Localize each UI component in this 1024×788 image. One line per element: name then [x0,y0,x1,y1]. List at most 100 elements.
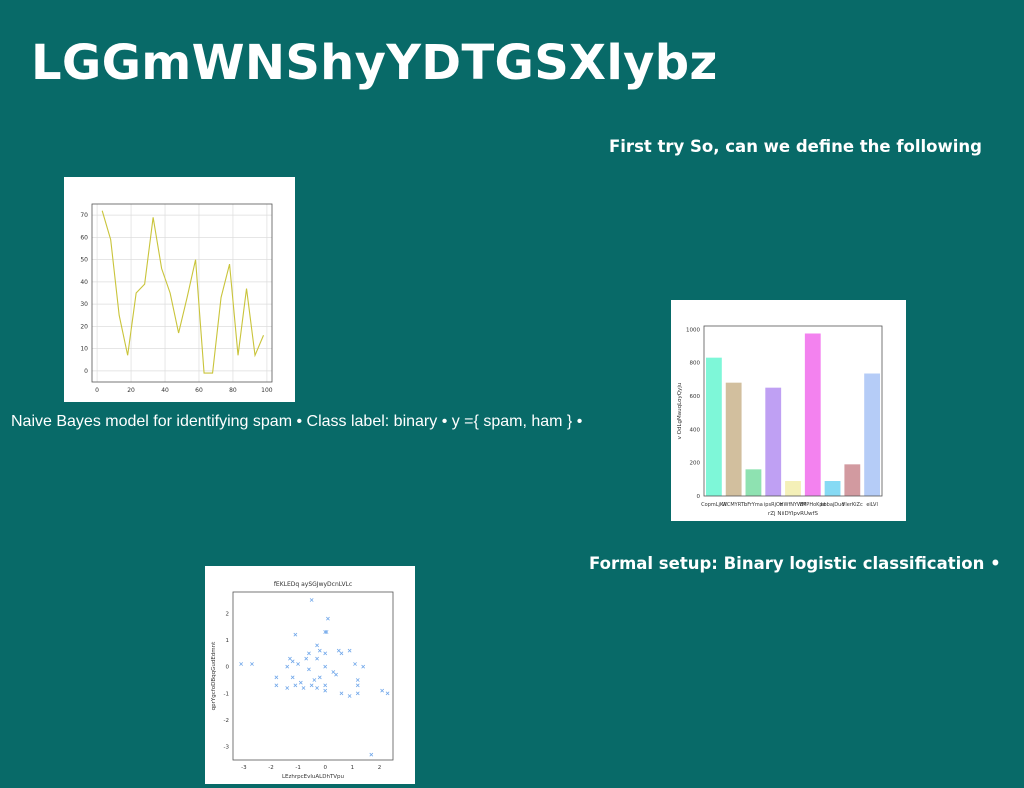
scatter-point-stroke [285,686,290,690]
scatter-point-stroke [323,651,328,656]
y-tick-label: 20 [80,323,88,330]
scatter-point-stroke [296,662,300,666]
scatter-point-stroke [323,688,328,693]
line-chart: 0 20 40 60 80 100 0 10 20 30 40 50 60 70 [80,203,273,394]
x-tick-label: 60 [195,387,203,394]
scatter-point-stroke [380,688,385,693]
scatter-point [355,691,360,696]
scatter-point [339,651,344,656]
scatter-point [288,656,292,661]
scatter-point-stroke [353,662,357,666]
x-tick-label: 0 [95,387,99,394]
y-axis-label: v OdLgMauqLoyQyju [677,383,683,440]
scatter-point [315,686,319,690]
x-tick-label: HWfNYWM [780,502,807,508]
scatter-point [347,648,352,653]
scatter-point [274,683,279,688]
scatter-point-stroke [355,691,360,696]
bar [864,373,881,496]
bar [705,357,722,496]
scatter-point [250,662,254,666]
scatter-point [380,688,385,693]
x-tick-label: 80 [229,387,237,394]
x-tick-label: VlerKiZc [842,502,863,508]
scatter-point [290,675,295,680]
scatter-point-stroke [309,683,314,688]
scatter-point [309,598,314,602]
scatter-point [361,664,366,669]
x-tick-label: WCMYRTI [722,502,745,508]
scatter-point-stroke [334,672,338,677]
scatter-point-stroke [239,662,244,666]
bar [824,481,841,496]
scatter-point-stroke [288,656,292,661]
x-tick-label: 2 [378,765,382,771]
y-tick-label: -3 [224,745,230,751]
x-axis-label: rZj NiiDYIpvRUwfS [768,511,818,517]
bar [844,464,861,496]
scatter-point [355,683,360,688]
scatter-point-stroke [298,680,303,685]
scatter-point-stroke [369,752,374,757]
y-tick-label: 10 [80,346,88,353]
scatter-point [323,630,328,634]
chart-title: fEKLEDq aySGJwyDcnLVLc [274,581,352,588]
scatter-point [336,648,341,653]
y-tick-label: 600 [690,394,701,400]
scatter-point-stroke [274,675,279,680]
scatter-point-stroke [355,678,360,682]
x-tick-label: ipsRjOs [764,502,783,508]
x-tick-label: BPPHoKpe [800,502,826,508]
x-tick-label: -1 [295,765,300,771]
scatter-point [296,662,300,666]
y-tick-label: 200 [690,461,701,467]
scatter-point [385,691,390,696]
bar [765,387,782,496]
y-tick-label: 50 [80,257,88,264]
scatter-point-stroke [304,656,309,661]
scatter-point [317,675,322,680]
scatter-chart-panel: fEKLEDq aySGJwyDcnLVLc -3 -2 -1 0 1 2 -3 -2 -1 0 1 2… [205,566,415,784]
y-tick-label: 0 [84,368,88,375]
scatter-point-stroke [361,664,366,669]
scatter-point [323,688,328,693]
caption-first-try: First try So, can we define the followin… [609,137,982,156]
scatter-point [315,643,319,648]
scatter-point [369,752,374,757]
scatter-point [304,656,309,661]
scatter-point [298,680,303,685]
scatter-point [285,664,290,669]
y-tick-label: 0 [226,665,230,671]
plot-frame [232,591,394,761]
scatter-point [307,667,311,672]
scatter-point-stroke [315,656,319,661]
x-tick-label: -3 [241,765,247,771]
y-tick-label: -2 [224,718,229,724]
scatter-point-stroke [385,691,390,696]
scatter-point-stroke [290,675,295,680]
scatter-point-stroke [290,659,295,664]
scatter-point [239,662,244,666]
scatter-point [312,678,317,682]
scatter-point-stroke [293,683,298,688]
plot-frame [91,203,273,383]
scatter-point-stroke [309,598,314,602]
y-tick-label: 60 [80,234,88,241]
scatter-point-stroke [339,651,344,656]
scatter-point [323,651,328,656]
bar [804,333,821,496]
scatter-point-stroke [274,683,279,688]
scatter-point [323,683,328,688]
x-tick-label: 20 [127,387,135,394]
bar [745,469,762,496]
y-tick-label: 1 [226,638,230,644]
scatter-point [339,691,344,696]
scatter-point-stroke [339,691,344,696]
y-tick-label: 30 [80,301,88,308]
slide-title: LGGmWNShyYDTGSXlybz [31,35,718,91]
bar [785,481,801,496]
scatter-point-stroke [336,648,341,653]
scatter-point-stroke [307,651,311,656]
scatter-point [307,651,311,656]
scatter-point [315,656,319,661]
